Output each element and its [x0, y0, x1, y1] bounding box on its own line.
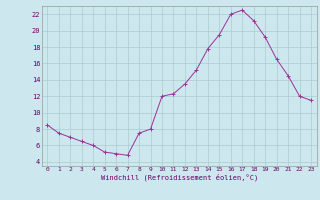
X-axis label: Windchill (Refroidissement éolien,°C): Windchill (Refroidissement éolien,°C) [100, 174, 258, 181]
